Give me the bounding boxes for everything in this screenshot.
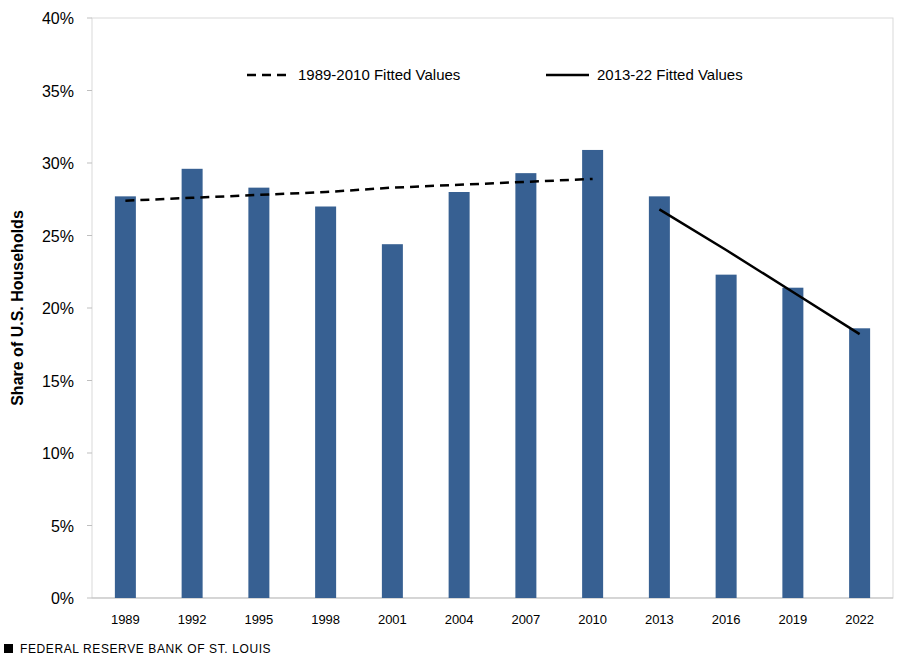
x-tick-label: 1992 [178, 612, 207, 627]
bar [315, 207, 336, 599]
plot-area [115, 150, 870, 598]
y-tick [87, 598, 92, 599]
bar [582, 150, 603, 598]
y-tick [87, 163, 92, 164]
bar [182, 169, 203, 598]
y-tick-label: 30% [42, 155, 74, 172]
y-tick-label: 40% [42, 10, 74, 27]
y-tick [87, 235, 92, 236]
x-tick-label: 2016 [712, 612, 741, 627]
x-tick-label: 2019 [778, 612, 807, 627]
bar [649, 196, 670, 598]
y-tick-label: 10% [42, 445, 74, 462]
y-axis-label: Share of U.S. Households [9, 210, 26, 406]
y-tick [87, 18, 92, 19]
y-tick-label: 0% [51, 590, 74, 607]
chart-container: 0% 5% 10% 15% 20% 25% 30% 35% 40% Share of U.S. H… [0, 0, 909, 660]
chart-svg: 0% 5% 10% 15% 20% 25% 30% 35% 40% Share of U.S. H… [0, 0, 909, 660]
x-tick-label: 2022 [845, 612, 874, 627]
y-tick-label: 35% [42, 83, 74, 100]
x-tick-label: 2013 [645, 612, 674, 627]
y-tick-label: 25% [42, 228, 74, 245]
bar [382, 244, 403, 598]
bar [248, 188, 269, 598]
fitted-line [659, 209, 859, 334]
x-axis [92, 598, 893, 599]
legend-swatch [247, 74, 290, 77]
x-tick-label: 1989 [111, 612, 140, 627]
y-tick [87, 525, 92, 526]
x-tick-label: 2010 [578, 612, 607, 627]
y-tick-label: 20% [42, 300, 74, 317]
source-square [4, 644, 13, 653]
x-tick-label: 1995 [244, 612, 273, 627]
legend-label: 1989-2010 Fitted Values [298, 66, 460, 83]
legend-label: 2013-22 Fitted Values [597, 66, 743, 83]
x-tick-label: 2004 [445, 612, 474, 627]
y-tick [87, 380, 92, 381]
x-tick-label: 2001 [378, 612, 407, 627]
fitted-line [125, 179, 592, 201]
y-tick [87, 90, 92, 91]
x-tick-label: 1998 [311, 612, 340, 627]
legend-swatch [546, 74, 589, 77]
y-tick [87, 453, 92, 454]
source: FEDERAL RESERVE BANK OF ST. LOUIS [20, 642, 271, 656]
y-tick [87, 308, 92, 309]
bar [515, 173, 536, 598]
x-tick-label: 2007 [511, 612, 540, 627]
bar [115, 196, 136, 598]
bar [782, 288, 803, 598]
y-tick-label: 5% [51, 518, 74, 535]
bar [449, 192, 470, 598]
plot-frame [92, 18, 893, 598]
bar [849, 328, 870, 598]
y-tick-label: 15% [42, 373, 74, 390]
bar [716, 275, 737, 598]
